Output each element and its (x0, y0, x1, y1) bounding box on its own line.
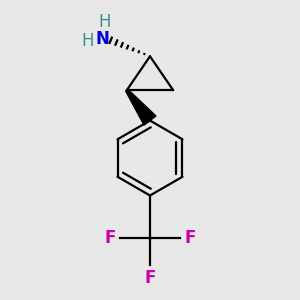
Text: F: F (144, 268, 156, 286)
Text: H: H (98, 14, 111, 32)
Text: F: F (184, 229, 196, 247)
Polygon shape (126, 89, 156, 125)
Text: N: N (96, 30, 110, 48)
Text: H: H (81, 32, 94, 50)
Text: F: F (104, 229, 116, 247)
